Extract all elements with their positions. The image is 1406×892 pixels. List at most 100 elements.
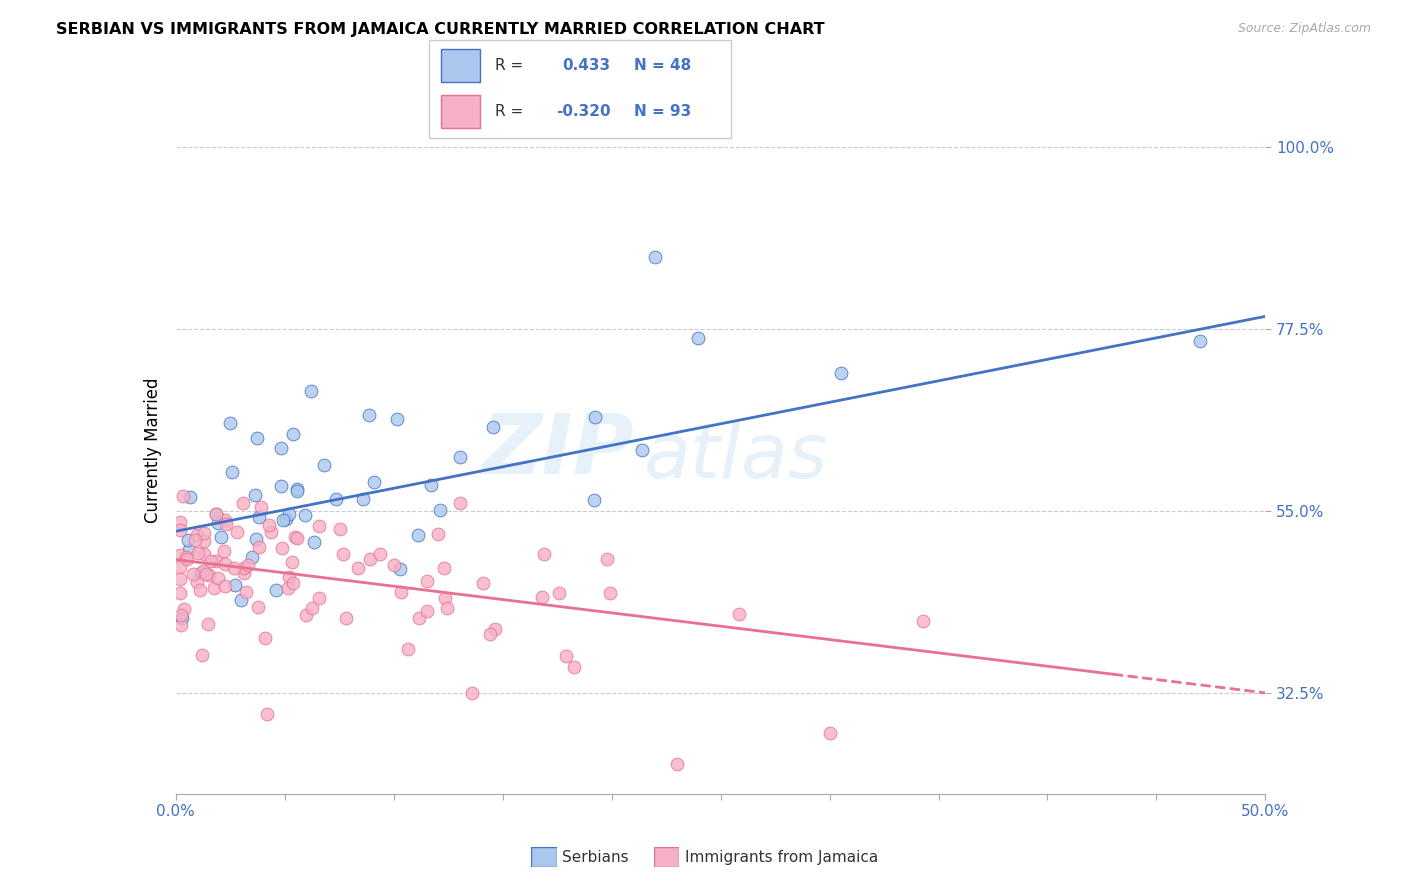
- Point: [181, 566, 204, 581]
- Point: [284, 530, 307, 544]
- Point: [270, 441, 292, 455]
- Point: [461, 686, 484, 700]
- Point: [427, 527, 450, 541]
- Point: [583, 410, 606, 425]
- Point: [555, 649, 578, 664]
- Point: [204, 554, 226, 568]
- Point: [533, 547, 555, 561]
- Point: [818, 726, 841, 740]
- Point: [547, 586, 569, 600]
- Point: [235, 585, 257, 599]
- Point: [190, 582, 212, 597]
- Point: [329, 522, 352, 536]
- Point: [346, 560, 368, 574]
- Point: [335, 611, 357, 625]
- Point: [325, 492, 347, 507]
- Point: [278, 570, 301, 584]
- Point: [209, 529, 232, 543]
- Point: [170, 618, 193, 632]
- Point: [388, 562, 411, 576]
- Point: [271, 513, 294, 527]
- Point: [172, 489, 194, 503]
- Point: [471, 575, 494, 590]
- Point: [197, 617, 219, 632]
- Point: [479, 627, 502, 641]
- Point: [530, 590, 553, 604]
- Point: [193, 547, 215, 561]
- Point: [429, 503, 451, 517]
- Point: [259, 518, 281, 533]
- Text: 0.433: 0.433: [562, 58, 610, 73]
- Point: [281, 575, 304, 590]
- Point: [205, 507, 228, 521]
- Point: [363, 475, 385, 489]
- Point: [222, 560, 245, 574]
- Point: [416, 574, 439, 589]
- Point: [450, 496, 472, 510]
- Point: [631, 442, 654, 457]
- Point: [195, 567, 218, 582]
- Point: [176, 533, 198, 547]
- Y-axis label: Currently Married: Currently Married: [143, 377, 162, 524]
- Point: [294, 508, 316, 523]
- Point: [190, 566, 212, 580]
- Point: [332, 547, 354, 561]
- Text: SERBIAN VS IMMIGRANTS FROM JAMAICA CURRENTLY MARRIED CORRELATION CHART: SERBIAN VS IMMIGRANTS FROM JAMAICA CURRE…: [56, 22, 825, 37]
- Point: [266, 582, 288, 597]
- Point: [186, 574, 208, 589]
- Point: [436, 600, 458, 615]
- Text: Serbians: Serbians: [562, 850, 628, 864]
- Point: [177, 543, 200, 558]
- Point: [226, 524, 249, 539]
- FancyBboxPatch shape: [441, 95, 481, 128]
- Point: [193, 564, 215, 578]
- Point: [214, 579, 236, 593]
- Text: Source: ZipAtlas.com: Source: ZipAtlas.com: [1237, 22, 1371, 36]
- Point: [245, 533, 267, 547]
- Text: N = 48: N = 48: [634, 58, 692, 73]
- Point: [382, 558, 405, 573]
- Point: [169, 548, 191, 562]
- Point: [420, 477, 443, 491]
- Point: [387, 412, 409, 426]
- Point: [204, 507, 226, 521]
- Point: [368, 547, 391, 561]
- Point: [295, 607, 318, 622]
- Point: [231, 496, 253, 510]
- Point: [484, 622, 506, 636]
- Point: [408, 611, 430, 625]
- Point: [233, 560, 256, 574]
- Point: [246, 431, 269, 445]
- Point: [224, 578, 246, 592]
- Point: [172, 611, 194, 625]
- Point: [214, 558, 236, 572]
- Point: [308, 591, 330, 606]
- Point: [253, 632, 276, 646]
- Text: ZIP: ZIP: [481, 410, 633, 491]
- Point: [170, 608, 193, 623]
- Point: [240, 549, 263, 564]
- Text: Immigrants from Jamaica: Immigrants from Jamaica: [685, 850, 877, 864]
- Point: [308, 519, 330, 533]
- Point: [359, 552, 381, 566]
- Point: [271, 541, 294, 555]
- Text: N = 93: N = 93: [634, 104, 692, 120]
- Point: [299, 384, 322, 398]
- Point: [169, 560, 191, 574]
- Point: [277, 582, 299, 596]
- Point: [666, 756, 689, 771]
- Point: [389, 585, 412, 599]
- Point: [433, 560, 456, 574]
- FancyBboxPatch shape: [654, 847, 679, 867]
- Point: [247, 599, 270, 614]
- Point: [191, 648, 214, 662]
- Point: [283, 426, 305, 441]
- Text: R =: R =: [495, 104, 523, 120]
- Point: [285, 484, 308, 499]
- Point: [285, 483, 308, 497]
- Point: [396, 641, 419, 656]
- Point: [595, 552, 617, 566]
- Point: [169, 586, 191, 600]
- Point: [274, 511, 297, 525]
- Point: [582, 492, 605, 507]
